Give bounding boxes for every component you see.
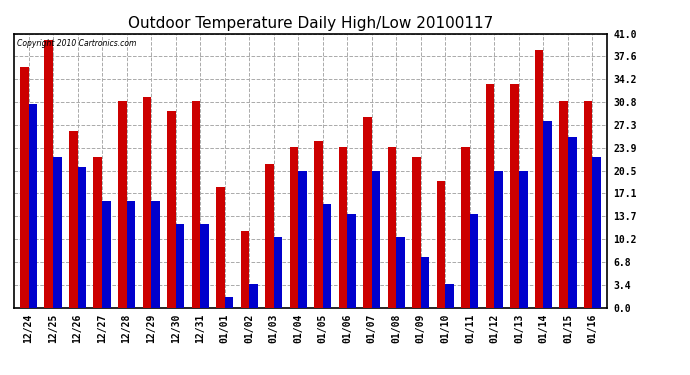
- Bar: [560, 100, 568, 308]
- Bar: [593, 157, 601, 308]
- Bar: [241, 231, 249, 308]
- Bar: [126, 201, 135, 308]
- Bar: [298, 171, 307, 308]
- Bar: [167, 111, 176, 308]
- Bar: [225, 297, 233, 307]
- Bar: [584, 100, 593, 308]
- Bar: [437, 181, 445, 308]
- Bar: [388, 147, 396, 308]
- Bar: [486, 84, 495, 308]
- Bar: [274, 237, 282, 308]
- Bar: [363, 117, 372, 308]
- Bar: [265, 164, 274, 308]
- Bar: [519, 171, 528, 308]
- Bar: [192, 100, 200, 308]
- Bar: [249, 284, 258, 308]
- Bar: [20, 67, 28, 308]
- Bar: [93, 157, 102, 308]
- Bar: [372, 171, 380, 308]
- Bar: [445, 284, 454, 308]
- Bar: [462, 147, 470, 308]
- Bar: [28, 104, 37, 308]
- Bar: [495, 171, 503, 308]
- Bar: [118, 100, 126, 308]
- Bar: [44, 40, 53, 308]
- Bar: [339, 147, 347, 308]
- Bar: [290, 147, 298, 308]
- Bar: [143, 97, 151, 308]
- Bar: [535, 51, 544, 308]
- Bar: [396, 237, 405, 308]
- Text: Copyright 2010 Cartronics.com: Copyright 2010 Cartronics.com: [17, 39, 136, 48]
- Bar: [568, 137, 577, 308]
- Bar: [102, 201, 110, 308]
- Bar: [176, 224, 184, 308]
- Bar: [412, 157, 421, 308]
- Title: Outdoor Temperature Daily High/Low 20100117: Outdoor Temperature Daily High/Low 20100…: [128, 16, 493, 31]
- Bar: [314, 141, 323, 308]
- Bar: [347, 214, 356, 308]
- Bar: [544, 120, 552, 308]
- Bar: [151, 201, 159, 308]
- Bar: [200, 224, 209, 308]
- Bar: [216, 188, 225, 308]
- Bar: [323, 204, 331, 308]
- Bar: [77, 167, 86, 308]
- Bar: [421, 257, 429, 307]
- Bar: [53, 157, 61, 308]
- Bar: [470, 214, 478, 308]
- Bar: [511, 84, 519, 308]
- Bar: [69, 130, 77, 308]
